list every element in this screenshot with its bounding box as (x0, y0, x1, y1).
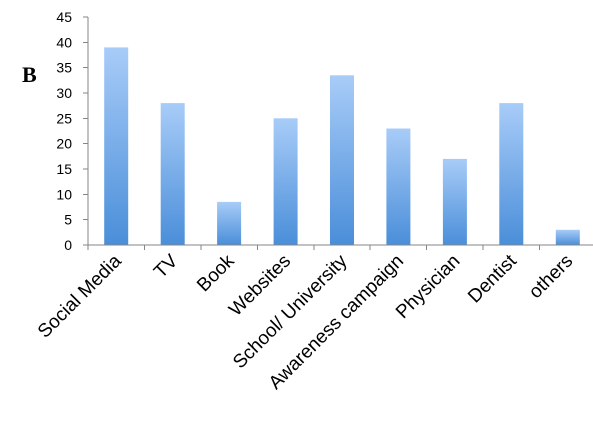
bar-7 (499, 103, 524, 245)
y-tick-label-6: 30 (56, 85, 72, 101)
bar-4 (330, 75, 354, 245)
bar-1 (160, 103, 185, 245)
bar-6 (442, 158, 467, 245)
y-tick-label-0: 0 (64, 237, 72, 253)
bar-5 (386, 128, 411, 245)
y-tick-label-8: 40 (56, 34, 72, 50)
bars-group (104, 47, 580, 246)
y-tick-label-1: 5 (64, 212, 72, 228)
category-label-0: Social Media (34, 250, 126, 342)
panel-label: B (22, 62, 37, 87)
y-tick-label-2: 10 (56, 186, 72, 202)
category-label-7: Dentist (464, 250, 521, 307)
y-tick-label-4: 20 (56, 136, 72, 152)
bar-0 (104, 47, 129, 246)
y-tick-labels: 0 5 10 15 20 25 30 35 40 45 (56, 9, 72, 253)
bar-3 (273, 118, 298, 245)
category-label-1: TV (150, 250, 182, 282)
y-tick-label-3: 15 (56, 161, 72, 177)
y-tick-label-7: 35 (56, 60, 72, 76)
y-tick-label-5: 25 (56, 110, 72, 126)
category-label-8: others (525, 251, 577, 303)
bar-8 (555, 229, 580, 245)
y-tick-label-9: 45 (56, 9, 72, 25)
category-label-2: Book (193, 250, 239, 296)
axes-group (83, 16, 593, 250)
bar-2 (217, 201, 242, 245)
